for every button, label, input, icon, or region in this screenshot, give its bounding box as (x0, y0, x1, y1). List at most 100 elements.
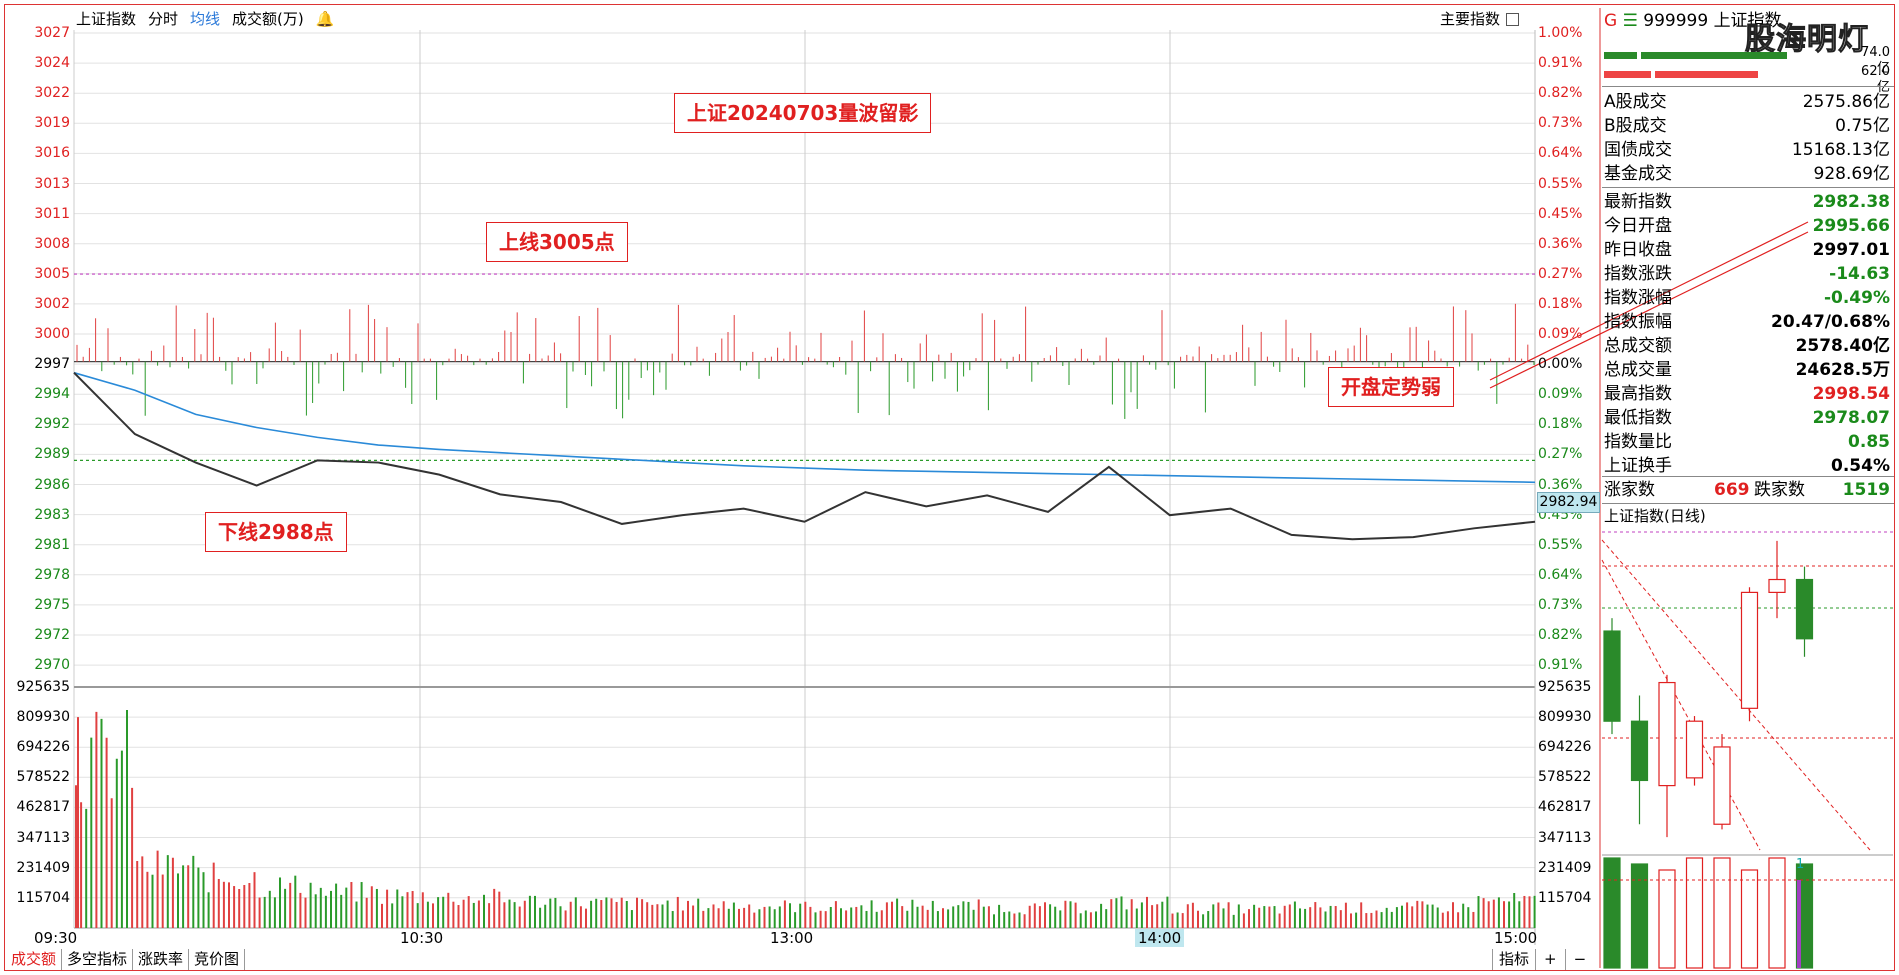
tab-average[interactable]: 均线 (190, 10, 221, 28)
current-price-tag: 2982.94 (1537, 492, 1600, 513)
price-tick-left: 3022 (34, 85, 70, 102)
annotation-lower-line: 下线2988点 (205, 512, 347, 552)
price-tick-left: 3027 (34, 25, 70, 41)
volume-tick-right: 578522 (1538, 769, 1592, 786)
price-tick-left: 3016 (34, 145, 70, 162)
quote-value: -0.49% (1823, 288, 1890, 308)
main-index-button[interactable]: 主要指数 (1440, 8, 1531, 30)
app-frame (4, 4, 1895, 971)
turnover-value: 0.75亿 (1835, 116, 1890, 136)
turnover-label: A股成交 (1604, 92, 1667, 112)
chart-title: 上证指数 (76, 10, 137, 28)
volume-tick-right: 809930 (1538, 709, 1592, 726)
quote-row: 指数涨跌 -14.63 (1604, 262, 1890, 286)
price-tick-left: 2972 (34, 627, 70, 643)
quote-value: 2578.40亿 (1795, 336, 1890, 356)
price-tick-left: 3011 (34, 205, 70, 222)
price-tick-left: 3024 (34, 55, 70, 72)
percent-tick-right: 0.91% (1538, 657, 1583, 674)
daily-candle-body (1795, 578, 1814, 640)
volume-tick-left: 578522 (16, 769, 70, 786)
daily-volume-bar (1768, 857, 1786, 969)
quote-value: 24628.5万 (1795, 360, 1890, 380)
daily-candle-body (1740, 591, 1759, 709)
quote-label: 指数涨幅 (1604, 288, 1672, 308)
percent-tick-right: 0.00% (1538, 356, 1583, 373)
tab-advance-decline[interactable]: 涨跌率 (133, 949, 190, 970)
percent-tick-right: 0.27% (1538, 446, 1583, 463)
quote-value: 2995.66 (1812, 216, 1890, 236)
price-tick-left: 3008 (34, 235, 70, 252)
volume-tick-right: 115704 (1538, 889, 1592, 906)
up-count-label: 涨家数 (1604, 480, 1655, 500)
bell-icon[interactable]: 🔔 (315, 10, 335, 28)
quote-row: 总成交额 2578.40亿 (1604, 334, 1890, 358)
percent-tick-right: 0.36% (1538, 235, 1583, 252)
annotation-connector (1489, 231, 1809, 389)
index-price-line (73, 371, 1536, 541)
turnover-row: B股成交 0.75亿 (1604, 114, 1890, 138)
indicator-controls: 指标 + − (1492, 949, 1594, 970)
indicator-button[interactable]: 指标 (1492, 949, 1535, 970)
chart-header: 上证指数 分时 均线 成交额(万) 🔔 (76, 8, 346, 30)
volume-tick-right: 694226 (1538, 739, 1592, 756)
tab-turnover-volume[interactable]: 成交额 (6, 949, 63, 970)
menu-icon[interactable]: ☰ (1622, 11, 1638, 31)
tab-minute[interactable]: 分时 (148, 10, 179, 28)
quote-row: 最高指数 2998.54 (1604, 382, 1890, 406)
tab-turnover[interactable]: 成交额(万) (232, 10, 304, 28)
tab-long-short[interactable]: 多空指标 (62, 949, 134, 970)
percent-tick-right: 0.27% (1538, 265, 1583, 282)
price-tick-left: 2989 (34, 446, 70, 463)
quote-label: 今日开盘 (1604, 216, 1672, 236)
quote-label: 总成交额 (1604, 336, 1672, 356)
percent-tick-right: 0.73% (1538, 115, 1583, 132)
up-count: 669 (1714, 480, 1750, 500)
quote-label: 指数振幅 (1604, 312, 1672, 332)
quote-header: G ☰ 999999 上证指数 (1604, 10, 1782, 32)
percent-tick-right: 0.09% (1538, 326, 1583, 342)
price-tick-left: 2994 (34, 386, 70, 403)
bar-value-1: 74.0亿 (1861, 45, 1890, 76)
quote-label: 最高指数 (1604, 384, 1672, 404)
percent-tick-right: 0.73% (1538, 596, 1583, 613)
annotation-weak-open: 开盘定势弱 (1328, 367, 1454, 407)
daily-volume-bar (1740, 869, 1759, 969)
daily-volume-bar (1713, 857, 1731, 969)
quote-value: -14.63 (1829, 264, 1890, 284)
volume-tick-left: 347113 (16, 829, 70, 846)
daily-volume-bar (1603, 857, 1621, 969)
turnover-label: 基金成交 (1604, 164, 1672, 184)
watermark: 股海明灯 (1745, 22, 1869, 58)
bar-value-2: 62.0亿 (1861, 64, 1890, 95)
average-price-line (73, 371, 1536, 484)
price-tick-left: 3002 (34, 295, 70, 312)
price-tick-left: 2978 (34, 566, 70, 583)
quote-label: 最新指数 (1604, 192, 1672, 212)
turnover-row: 国债成交 15168.13亿 (1604, 138, 1890, 162)
annotation-connector (1489, 221, 1809, 381)
percent-tick-right: 0.18% (1538, 416, 1583, 433)
price-tick-left: 2975 (34, 596, 70, 613)
percent-tick-right: 1.00% (1538, 25, 1583, 41)
daily-volume-bar (1630, 863, 1649, 969)
daily-candle-body (1768, 578, 1786, 594)
index-code: 999999 (1643, 11, 1709, 31)
quote-row: 昨日收盘 2997.01 (1604, 238, 1890, 262)
daily-candle-body (1630, 720, 1649, 782)
add-indicator-button[interactable]: + (1535, 949, 1565, 970)
daily-candle-body (1685, 720, 1704, 779)
panel-toggle-icon[interactable] (1506, 13, 1520, 26)
percent-tick-right: 0.55% (1538, 175, 1583, 192)
quote-row: 指数涨幅 -0.49% (1604, 286, 1890, 310)
time-tick: 10:30 (400, 929, 444, 947)
up-volume-bar (1604, 71, 1758, 78)
price-tick-left: 3019 (34, 115, 70, 132)
price-tick-left: 3000 (34, 326, 70, 342)
remove-indicator-button[interactable]: − (1564, 949, 1595, 970)
tab-auction[interactable]: 竞价图 (189, 949, 246, 970)
annotation-title: 上证20240703量波留影 (674, 93, 932, 133)
percent-tick-right: 0.09% (1538, 386, 1583, 403)
quote-row: 总成交量 24628.5万 (1604, 358, 1890, 382)
turnover-row: 基金成交 928.69亿 (1604, 162, 1890, 186)
